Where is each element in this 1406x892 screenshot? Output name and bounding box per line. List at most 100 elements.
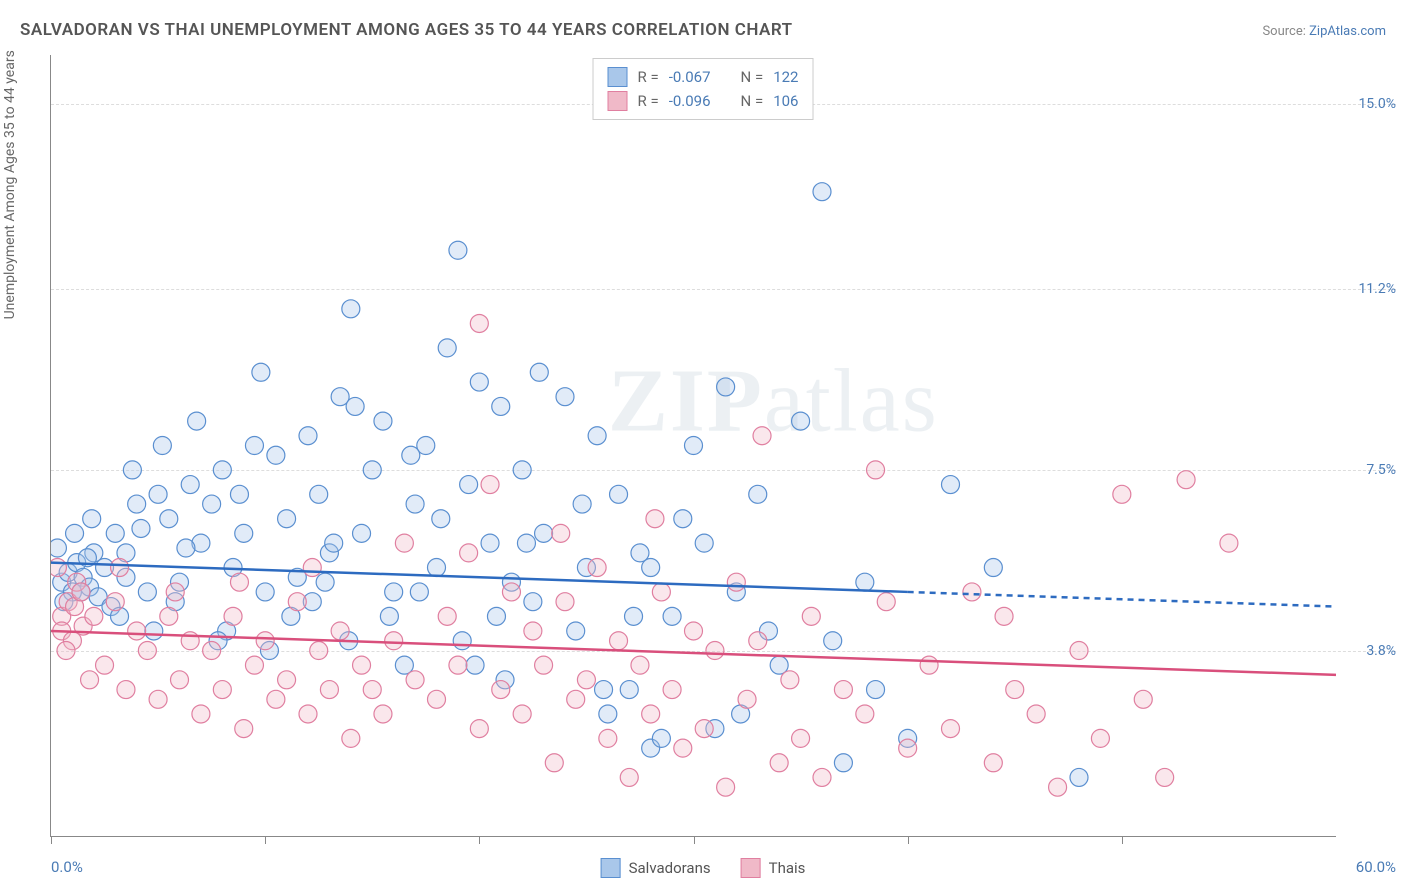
legend-swatch xyxy=(608,91,628,111)
data-point xyxy=(642,705,660,723)
data-point xyxy=(106,524,124,542)
data-point xyxy=(856,573,874,591)
data-point xyxy=(230,573,248,591)
data-point xyxy=(428,690,446,708)
data-point xyxy=(535,524,553,542)
data-point xyxy=(1177,471,1195,489)
data-point xyxy=(278,671,296,689)
data-point xyxy=(374,705,392,723)
source-label: Source: xyxy=(1262,24,1305,39)
n-label: N = xyxy=(741,65,764,89)
data-point xyxy=(342,300,360,318)
data-point xyxy=(385,632,403,650)
data-point xyxy=(149,485,167,503)
data-point xyxy=(166,583,184,601)
data-point xyxy=(502,583,520,601)
data-point xyxy=(524,593,542,611)
legend-swatch xyxy=(608,67,628,87)
data-point xyxy=(717,378,735,396)
data-point xyxy=(625,607,643,625)
data-point xyxy=(717,778,735,796)
data-point xyxy=(331,622,349,640)
data-point xyxy=(674,510,692,528)
data-point xyxy=(380,607,398,625)
data-point xyxy=(513,705,531,723)
y-tick-label: 3.8% xyxy=(1366,643,1396,659)
data-point xyxy=(346,397,364,415)
data-point xyxy=(652,729,670,747)
x-tick xyxy=(694,836,695,844)
data-point xyxy=(230,485,248,503)
data-point xyxy=(984,754,1002,772)
data-point xyxy=(245,437,263,455)
data-point xyxy=(132,519,150,537)
data-point xyxy=(353,524,371,542)
data-point xyxy=(620,768,638,786)
chart-title: SALVADORAN VS THAI UNEMPLOYMENT AMONG AG… xyxy=(20,20,793,40)
r-value: -0.067 xyxy=(669,65,711,89)
data-point xyxy=(128,495,146,513)
data-point xyxy=(813,183,831,201)
y-tick-label: 7.5% xyxy=(1366,462,1396,478)
data-point xyxy=(428,559,446,577)
data-point xyxy=(363,461,381,479)
data-point xyxy=(588,559,606,577)
data-point xyxy=(460,476,478,494)
data-point xyxy=(1070,642,1088,660)
data-point xyxy=(235,720,253,738)
data-point xyxy=(385,583,403,601)
source-attribution: Source: ZipAtlas.com xyxy=(1262,24,1386,39)
data-point xyxy=(942,476,960,494)
data-point xyxy=(310,485,328,503)
data-point xyxy=(363,681,381,699)
correlation-legend: R = -0.067 N = 122R =-0.096N =106 xyxy=(593,58,814,120)
n-value: 122 xyxy=(773,65,798,89)
data-point xyxy=(81,671,99,689)
data-point xyxy=(106,593,124,611)
chart-plot-area: 15.0%11.2%7.5%3.8%0.0%60.0% xyxy=(50,55,1336,837)
data-point xyxy=(663,607,681,625)
source-link[interactable]: ZipAtlas.com xyxy=(1309,24,1386,39)
data-point xyxy=(288,593,306,611)
data-point xyxy=(1006,681,1024,699)
data-point xyxy=(652,583,670,601)
data-point xyxy=(749,632,767,650)
r-label: R = xyxy=(638,89,659,113)
data-point xyxy=(245,656,263,674)
data-point xyxy=(545,754,563,772)
data-point xyxy=(942,720,960,738)
legend-stat-row: R =-0.096N =106 xyxy=(608,89,799,113)
data-point xyxy=(685,437,703,455)
data-point xyxy=(123,461,141,479)
data-point xyxy=(138,642,156,660)
data-point xyxy=(299,705,317,723)
y-tick-label: 11.2% xyxy=(1358,281,1396,297)
legend-label: Salvadorans xyxy=(629,859,711,877)
x-tick xyxy=(51,836,52,844)
data-point xyxy=(663,681,681,699)
data-point xyxy=(781,671,799,689)
data-point xyxy=(160,510,178,528)
data-point xyxy=(72,583,90,601)
data-point xyxy=(374,412,392,430)
data-point xyxy=(128,622,146,640)
data-point xyxy=(252,363,270,381)
data-point xyxy=(256,583,274,601)
data-point xyxy=(824,632,842,650)
data-point xyxy=(792,412,810,430)
data-point xyxy=(487,607,505,625)
data-point xyxy=(153,437,171,455)
data-point xyxy=(267,690,285,708)
data-point xyxy=(984,559,1002,577)
data-point xyxy=(402,446,420,464)
data-point xyxy=(524,622,542,640)
data-point xyxy=(353,656,371,674)
x-tick xyxy=(1122,836,1123,844)
data-point xyxy=(492,681,510,699)
data-point xyxy=(51,559,66,577)
data-point xyxy=(57,642,75,660)
data-point xyxy=(51,539,66,557)
data-point xyxy=(813,768,831,786)
data-point xyxy=(963,583,981,601)
x-tick xyxy=(265,836,266,844)
